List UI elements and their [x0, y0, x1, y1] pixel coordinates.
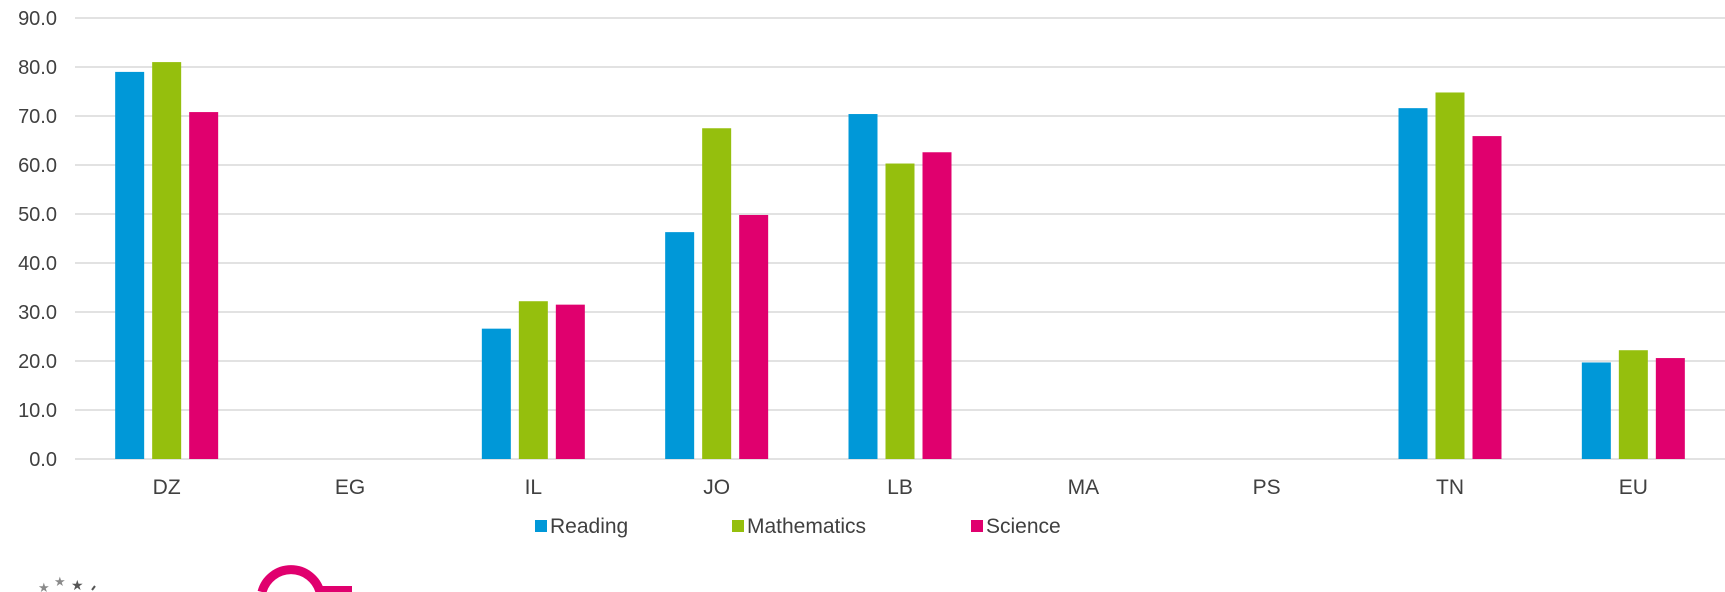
- y-axis: 0.0 10.0 20.0 30.0 40.0 50.0 60.0 70.0 80.0 90.0: [18, 8, 57, 471]
- legend-label-mathematics: Mathematics: [747, 515, 866, 538]
- etf-logo: [257, 565, 352, 592]
- svg-text:★: ★: [54, 574, 66, 589]
- bar-reading-lb: [848, 114, 878, 459]
- x-tick-label: MA: [1068, 476, 1100, 499]
- bar-mathematics-jo: [702, 128, 732, 459]
- x-tick-label: DZ: [153, 476, 181, 499]
- y-tick-label: 0.0: [29, 449, 57, 471]
- bar-science-dz: [189, 112, 219, 459]
- legend-label-science: Science: [986, 515, 1061, 538]
- bar-mathematics-il: [518, 301, 548, 459]
- bars: [115, 62, 1685, 460]
- x-axis: DZ EG IL JO LB MA PS TN EU: [153, 476, 1648, 499]
- legend: Reading Mathematics Science: [535, 515, 1061, 538]
- bar-science-il: [555, 304, 585, 459]
- bar-mathematics-tn: [1435, 92, 1465, 459]
- y-tick-label: 90.0: [18, 8, 57, 30]
- y-tick-label: 10.0: [18, 400, 57, 422]
- bar-science-tn: [1472, 136, 1502, 459]
- legend-swatch-mathematics: [732, 520, 744, 532]
- bar-science-jo: [739, 214, 769, 459]
- x-tick-label: IL: [525, 476, 543, 499]
- y-tick-label: 60.0: [18, 155, 57, 177]
- eu-stars-logo: ★ ★ ★: [38, 574, 96, 592]
- x-tick-label: LB: [887, 476, 913, 499]
- bar-reading-il: [481, 328, 511, 459]
- x-tick-label: PS: [1253, 476, 1281, 499]
- legend-label-reading: Reading: [550, 515, 628, 538]
- x-tick-label: EU: [1619, 476, 1648, 499]
- bar-reading-tn: [1398, 108, 1428, 459]
- bar-mathematics-lb: [885, 163, 915, 459]
- legend-swatch-reading: [535, 520, 547, 532]
- y-tick-label: 40.0: [18, 253, 57, 275]
- x-tick-label: TN: [1436, 476, 1464, 499]
- bar-reading-dz: [115, 71, 145, 460]
- bar-science-eu: [1655, 358, 1685, 459]
- x-tick-label: EG: [335, 476, 365, 499]
- bar-science-lb: [922, 152, 952, 459]
- y-tick-label: 70.0: [18, 106, 57, 128]
- y-tick-label: 30.0: [18, 302, 57, 324]
- svg-text:★: ★: [38, 580, 50, 592]
- y-tick-label: 80.0: [18, 57, 57, 79]
- svg-text:★: ★: [71, 577, 84, 592]
- bar-reading-eu: [1581, 362, 1611, 459]
- legend-swatch-science: [971, 520, 983, 532]
- bar-reading-jo: [665, 232, 695, 459]
- bar-mathematics-dz: [152, 62, 182, 459]
- bar-mathematics-eu: [1618, 350, 1648, 459]
- x-tick-label: JO: [703, 476, 730, 499]
- y-tick-label: 50.0: [18, 204, 57, 226]
- y-tick-label: 20.0: [18, 351, 57, 373]
